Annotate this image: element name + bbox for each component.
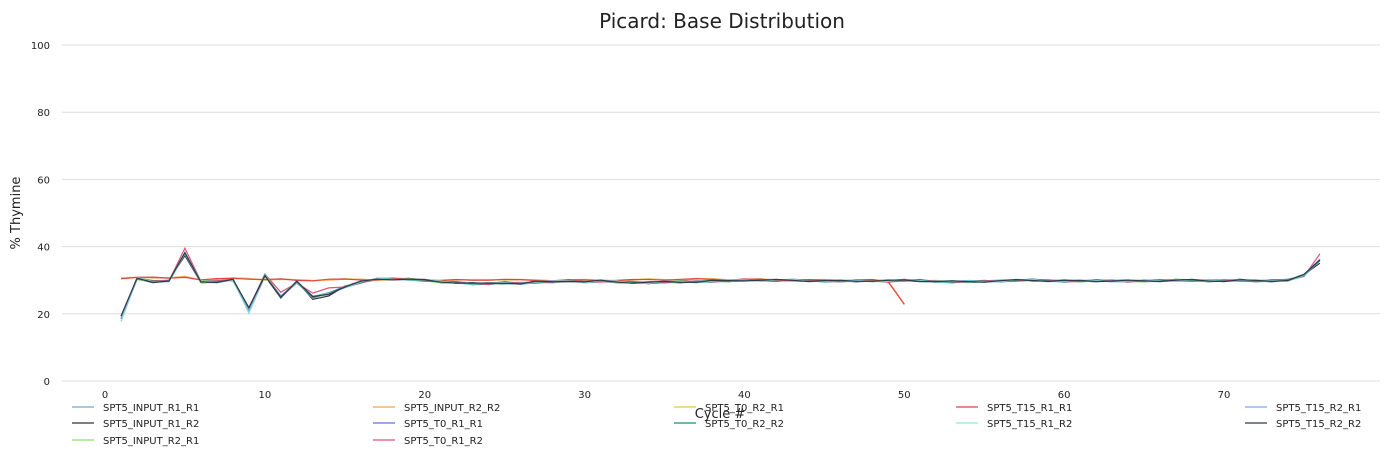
legend-label: SPT5_T15_R1_R1	[987, 403, 1072, 414]
legend-item[interactable]: SPT5_INPUT_R1_R1	[72, 403, 199, 414]
y-tick-label: 80	[37, 108, 50, 119]
legend-label: SPT5_INPUT_R2_R2	[404, 403, 500, 414]
x-tick-label: 50	[898, 390, 911, 401]
x-tick-labels: 0 10 20 30 40 50 60 70	[102, 390, 1231, 401]
series-line	[120, 251, 1321, 317]
x-tick-label: 60	[1058, 390, 1071, 401]
legend-item[interactable]: SPT5_INPUT_R2_R1	[72, 436, 199, 447]
legend-item[interactable]: SPT5_T15_R1_R2	[956, 419, 1072, 430]
y-tick-label: 60	[37, 175, 50, 186]
legend-label: SPT5_INPUT_R1_R2	[103, 419, 199, 430]
legend-item[interactable]: SPT5_T15_R2_R1	[1245, 403, 1361, 414]
legend-item[interactable]: SPT5_INPUT_R2_R2	[373, 403, 500, 414]
x-tick-label: 70	[1218, 390, 1231, 401]
series-line	[120, 251, 1321, 322]
y-tick-label: 100	[31, 41, 50, 52]
legend-label: SPT5_T15_R1_R2	[987, 419, 1072, 430]
legend-item[interactable]: SPT5_T0_R1_R2	[373, 436, 483, 447]
legend-label: SPT5_T0_R1_R2	[404, 436, 483, 447]
legend-item[interactable]: SPT5_T0_R2_R2	[674, 419, 784, 430]
x-axis-label: Cycle #	[695, 407, 746, 422]
gridlines	[62, 44, 1380, 382]
x-tick-label: 30	[578, 390, 591, 401]
legend-label: SPT5_T15_R2_R1	[1276, 403, 1361, 414]
x-tick-label: 20	[418, 390, 431, 401]
legend-item[interactable]: SPT5_T15_R1_R1	[956, 403, 1072, 414]
legend-item[interactable]: SPT5_INPUT_R1_R2	[72, 419, 199, 430]
chart-title: Picard: Base Distribution	[599, 9, 845, 33]
series-line	[120, 254, 1321, 320]
legend: SPT5_INPUT_R1_R1 SPT5_INPUT_R1_R2 SPT5_INP…	[72, 403, 1361, 447]
y-tick-labels: 0 20 40 60 80 100	[31, 41, 50, 388]
x-tick-label: 10	[258, 390, 271, 401]
legend-label: SPT5_T0_R2_R2	[705, 419, 784, 430]
x-tick-label: 40	[738, 390, 751, 401]
legend-label: SPT5_INPUT_R2_R1	[103, 436, 199, 447]
y-tick-label: 0	[44, 377, 50, 388]
y-axis-label: % Thymine	[9, 177, 24, 250]
y-tick-label: 40	[37, 243, 50, 254]
legend-label: SPT5_T0_R2_R1	[705, 403, 784, 414]
x-tick-label: 0	[102, 390, 108, 401]
legend-label: SPT5_T15_R2_R2	[1276, 419, 1361, 430]
legend-item[interactable]: SPT5_T15_R2_R2	[1245, 419, 1361, 430]
legend-label: SPT5_INPUT_R1_R1	[103, 403, 199, 414]
legend-label: SPT5_T0_R1_R1	[404, 419, 483, 430]
series-lines	[120, 246, 1321, 322]
legend-item[interactable]: SPT5_T0_R1_R1	[373, 419, 483, 430]
y-tick-label: 20	[37, 310, 50, 321]
legend-item[interactable]: SPT5_T0_R2_R1	[674, 403, 784, 414]
